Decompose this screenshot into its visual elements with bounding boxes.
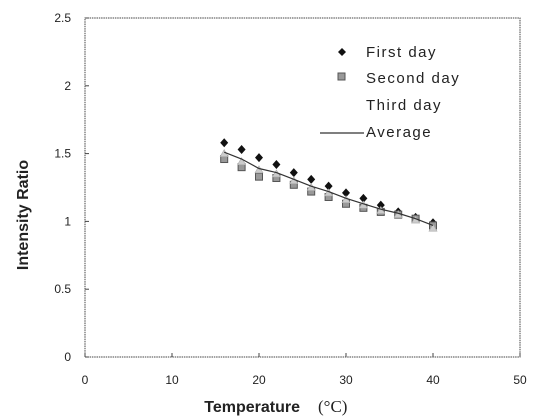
y-axis-ticks: 0 0.5 1 1.5 2 2.5 — [54, 11, 89, 364]
legend-item-third-day: Third day — [366, 97, 442, 114]
data-point-third-day — [428, 223, 438, 232]
x-tick-label: 50 — [513, 373, 527, 387]
x-axis-ticks: 0 10 20 30 40 50 — [82, 353, 527, 387]
x-tick-label: 30 — [339, 373, 353, 387]
y-tick-label: 1 — [64, 214, 71, 228]
legend-label-second-day: Second day — [366, 70, 460, 87]
legend-item-first-day: First day — [338, 44, 437, 61]
data-point-third-day — [237, 157, 247, 166]
data-point-first-day — [342, 188, 350, 198]
legend-marker-second-day — [337, 72, 346, 81]
data-point-first-day — [324, 181, 333, 191]
average-line — [223, 151, 434, 227]
series-first-day — [220, 138, 437, 228]
data-point-first-day — [237, 145, 246, 155]
x-tick-label: 10 — [165, 373, 179, 387]
y-tick-label: 0.5 — [54, 282, 71, 296]
legend-label-third-day: Third day — [366, 97, 442, 114]
y-tick-label: 2 — [64, 79, 71, 93]
data-point-first-day — [255, 153, 263, 163]
data-point-first-day — [307, 174, 316, 184]
legend-item-average: Average — [320, 124, 432, 141]
series-third-day — [219, 148, 438, 232]
x-tick-label: 40 — [426, 373, 440, 387]
x-tick-label: 0 — [82, 373, 89, 387]
data-point-first-day — [289, 168, 298, 178]
y-axis-title: Intensity Ratio — [15, 160, 32, 270]
series-layer — [219, 138, 438, 232]
legend-label-average: Average — [366, 124, 432, 141]
x-axis-unit: (°C) — [318, 397, 347, 416]
data-point-first-day — [359, 193, 368, 203]
plot-frame — [84, 17, 521, 358]
y-tick-label: 0 — [64, 350, 71, 364]
series-average — [223, 151, 434, 227]
data-point-first-day — [272, 159, 281, 169]
data-point-second-day — [255, 172, 263, 181]
data-point-first-day — [220, 138, 229, 148]
legend: First day Second day Third day Average — [320, 44, 460, 141]
y-tick-label: 1.5 — [54, 147, 71, 161]
data-point-first-day — [376, 200, 385, 210]
legend-item-second-day: Second day — [337, 70, 460, 87]
legend-label-first-day: First day — [366, 44, 437, 61]
y-tick-label: 2.5 — [54, 11, 71, 25]
legend-marker-first-day — [338, 48, 346, 56]
x-tick-label: 20 — [252, 373, 266, 387]
x-axis-title: Temperature — [204, 399, 300, 416]
plot-area-border — [84, 17, 521, 358]
